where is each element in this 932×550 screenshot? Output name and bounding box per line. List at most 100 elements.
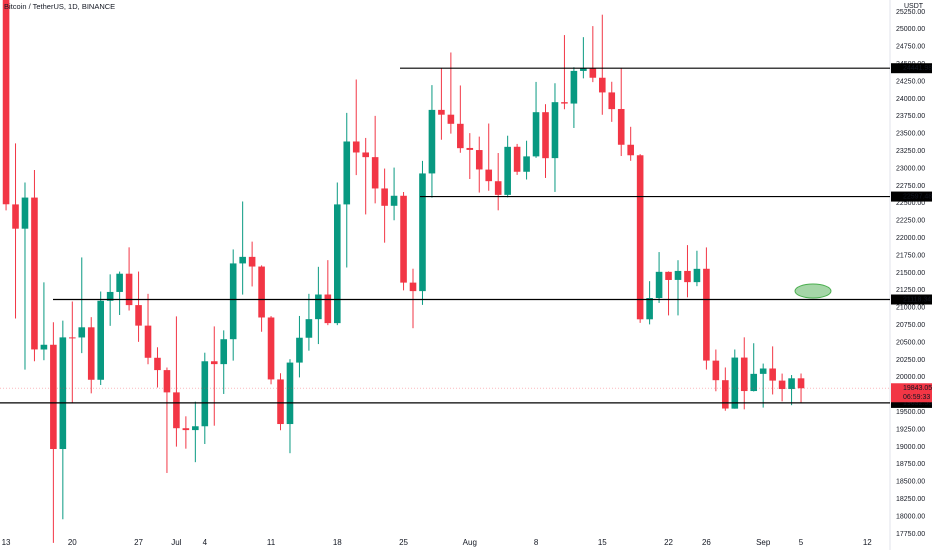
candle-body (31, 197, 38, 350)
x-tick-label: Sep (756, 538, 771, 547)
candle-body (50, 344, 57, 450)
candle-body (286, 362, 294, 425)
candle-body (740, 357, 748, 392)
candle-body (447, 114, 455, 124)
candle-body (551, 102, 559, 159)
candle-body (333, 204, 341, 324)
candle-body (457, 123, 464, 149)
candle-body (504, 146, 511, 195)
candle-body (589, 68, 597, 78)
y-tick-label: 23000.00 (896, 165, 925, 172)
x-tick-label: 18 (333, 538, 342, 547)
x-tick-label: 25 (399, 538, 408, 547)
candle-body (362, 152, 369, 158)
candle-body (267, 317, 275, 380)
candle-body (277, 379, 284, 425)
candle-body (532, 112, 540, 157)
y-tick-label: 19000.00 (896, 444, 925, 451)
axis-unit: USDT (904, 3, 924, 10)
candle-body (646, 298, 653, 320)
candle-body (343, 141, 351, 205)
y-tick-label: 23750.00 (896, 113, 925, 120)
candle-body (797, 378, 805, 389)
level-price-box (891, 294, 932, 305)
candle-body (409, 282, 417, 292)
candle-body (684, 270, 691, 283)
candle-body (116, 273, 123, 292)
candle-body (788, 378, 795, 390)
candle-body (97, 300, 104, 380)
y-tick-label: 20500.00 (896, 339, 925, 346)
candle-body (769, 368, 776, 381)
y-tick-label: 24000.00 (896, 96, 925, 103)
last-price-label: 19843.05 (903, 385, 932, 392)
candle-body (513, 146, 521, 172)
y-tick-label: 18500.00 (896, 479, 925, 486)
candle-body (239, 256, 246, 264)
candle-body (324, 294, 332, 324)
candle-body (731, 357, 739, 409)
candle-body (627, 144, 634, 156)
candle-body (210, 361, 218, 365)
candle-body (173, 392, 180, 429)
candle-body (570, 70, 578, 104)
candle-body (144, 325, 152, 358)
x-tick-label: 11 (267, 538, 276, 547)
y-tick-label: 24750.00 (896, 44, 925, 51)
candle-body (485, 169, 493, 182)
candle-body (106, 291, 114, 301)
candle-body (542, 112, 549, 159)
candle-body (69, 337, 76, 339)
y-tick-label: 18000.00 (896, 513, 925, 520)
candle-body (580, 68, 587, 71)
x-tick-label: 27 (134, 538, 143, 547)
x-tick-label: 20 (68, 538, 77, 547)
level-price-box (891, 397, 932, 408)
candle-body (693, 268, 701, 283)
candle-body (655, 271, 663, 299)
candle-body (12, 204, 19, 229)
x-tick-label: 15 (598, 538, 607, 547)
level-price-box (891, 191, 932, 202)
chart-title: Bitcoin / TetherUS, 1D, BINANCE (4, 2, 115, 11)
y-tick-label: 21750.00 (896, 252, 925, 259)
candle-body (475, 150, 483, 170)
y-tick-label: 19500.00 (896, 409, 925, 416)
x-tick-label: 26 (702, 538, 711, 547)
candle-body (381, 188, 388, 206)
candle-body (182, 428, 190, 431)
x-tick-label: 8 (534, 538, 539, 547)
candle-body (636, 155, 644, 320)
y-tick-label: 25250.00 (896, 9, 925, 16)
candle-body (778, 380, 786, 390)
y-tick-label: 22000.00 (896, 235, 925, 242)
candle-body (87, 327, 95, 380)
y-tick-label: 23250.00 (896, 148, 925, 155)
candle-body (759, 368, 767, 374)
y-tick-label: 24250.00 (896, 78, 925, 85)
countdown-label: 06:59:33 (903, 394, 930, 401)
x-tick-label: 13 (2, 538, 11, 547)
candle-body (438, 109, 445, 115)
candle-body (201, 361, 209, 427)
candle-body (665, 271, 672, 280)
candle-body (78, 327, 86, 338)
x-tick-label: 4 (203, 538, 208, 547)
candle-body (722, 380, 729, 409)
y-tick-label: 23500.00 (896, 131, 925, 138)
y-tick-label: 22750.00 (896, 183, 925, 190)
y-tick-label: 17750.00 (896, 531, 925, 538)
candle-body (258, 266, 265, 318)
x-tick-label: Jul (171, 538, 181, 547)
y-tick-label: 22250.00 (896, 218, 925, 225)
level-price-label: 19632.58 (903, 400, 932, 407)
y-tick-label: 20750.00 (896, 322, 925, 329)
y-tick-label: 21250.00 (896, 287, 925, 294)
x-tick-label: 5 (799, 538, 804, 547)
level-price-label: 22597.48 (903, 193, 932, 200)
candle-body (59, 337, 67, 450)
x-tick-label: Aug (463, 538, 477, 547)
last-price-box (891, 383, 932, 403)
candle-body (192, 426, 199, 431)
